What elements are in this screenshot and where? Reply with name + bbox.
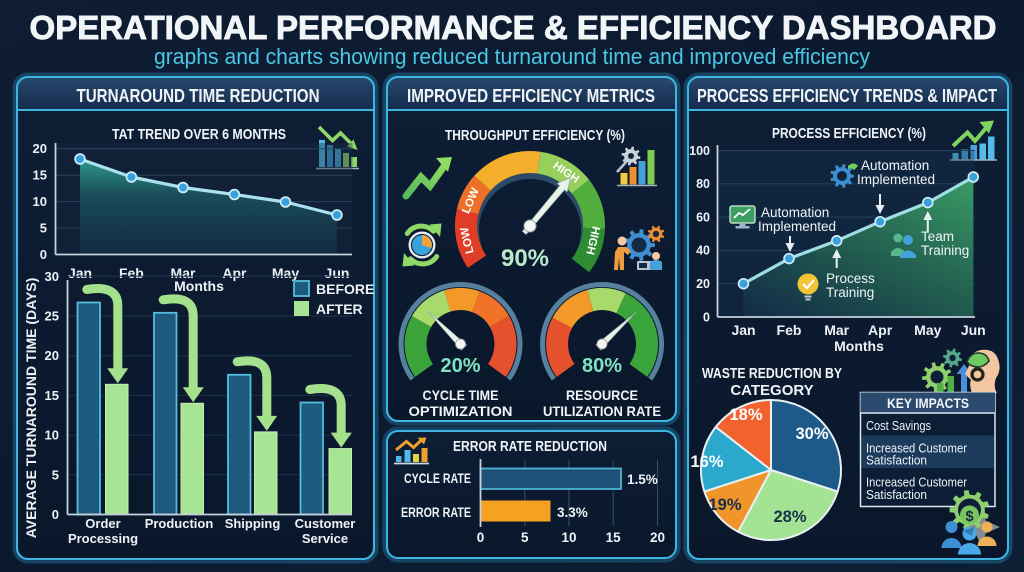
svg-text:May: May: [272, 265, 299, 281]
svg-text:$: $: [965, 509, 973, 525]
svg-text:Training: Training: [921, 243, 969, 258]
svg-text:Months: Months: [174, 278, 224, 294]
svg-text:15: 15: [33, 168, 47, 183]
svg-text:Satisfaction: Satisfaction: [866, 487, 927, 502]
svg-text:90%: 90%: [501, 245, 549, 272]
svg-text:25: 25: [45, 309, 59, 324]
svg-text:Feb: Feb: [777, 322, 802, 338]
svg-text:20: 20: [650, 530, 665, 545]
svg-text:5: 5: [52, 467, 59, 482]
svg-text:Implemented: Implemented: [758, 219, 836, 234]
svg-text:Processing: Processing: [68, 531, 138, 546]
svg-text:Cost Savings: Cost Savings: [866, 418, 931, 433]
svg-text:80%: 80%: [582, 355, 622, 377]
svg-text:Increased Customer: Increased Customer: [866, 441, 968, 456]
svg-text:20: 20: [33, 141, 47, 156]
svg-text:1.5%: 1.5%: [627, 472, 658, 487]
svg-text:Implemented: Implemented: [857, 172, 935, 187]
svg-text:LOW: LOW: [459, 226, 477, 255]
svg-text:Service: Service: [302, 531, 348, 546]
svg-text:0: 0: [477, 530, 485, 545]
svg-text:100: 100: [689, 144, 710, 158]
svg-text:OPTIMIZATION: OPTIMIZATION: [409, 403, 513, 419]
svg-text:Jun: Jun: [961, 322, 986, 338]
svg-text:graphs and charts showing redu: graphs and charts showing reduced turnar…: [154, 44, 870, 69]
svg-text:ERROR RATE: ERROR RATE: [401, 505, 471, 520]
svg-text:10: 10: [561, 530, 576, 545]
svg-text:80: 80: [696, 177, 710, 191]
svg-text:PROCESS EFFICIENCY TRENDS & IM: PROCESS EFFICIENCY TRENDS & IMPACT: [697, 86, 997, 106]
svg-text:PROCESS EFFICIENCY (%): PROCESS EFFICIENCY (%): [772, 125, 926, 142]
svg-text:THROUGHPUT EFFICIENCY (%): THROUGHPUT EFFICIENCY (%): [445, 127, 625, 144]
svg-text:ERROR RATE REDUCTION: ERROR RATE REDUCTION: [453, 439, 607, 455]
svg-text:28%: 28%: [773, 508, 806, 526]
svg-text:Jan: Jan: [68, 265, 92, 281]
svg-text:BEFORE: BEFORE: [316, 281, 374, 297]
svg-text:Automation: Automation: [861, 158, 929, 173]
svg-text:AVERAGE TURNAROUND TIME (DAYS): AVERAGE TURNAROUND TIME (DAYS): [23, 278, 39, 539]
svg-text:AFTER: AFTER: [316, 301, 363, 317]
svg-text:RESOURCE: RESOURCE: [566, 387, 638, 403]
svg-text:10: 10: [45, 428, 59, 443]
svg-text:Feb: Feb: [119, 265, 144, 281]
svg-text:CATEGORY: CATEGORY: [730, 382, 813, 399]
svg-text:Training: Training: [826, 285, 874, 300]
svg-text:Satisfaction: Satisfaction: [866, 453, 927, 468]
svg-text:Production: Production: [145, 516, 214, 531]
svg-text:16%: 16%: [690, 453, 723, 471]
svg-text:Process: Process: [826, 271, 875, 286]
svg-text:Mar: Mar: [171, 265, 196, 281]
svg-text:40: 40: [696, 244, 710, 258]
svg-text:10: 10: [33, 194, 47, 209]
svg-text:Mar: Mar: [824, 322, 849, 338]
svg-text:0: 0: [703, 310, 710, 324]
svg-text:20%: 20%: [440, 355, 480, 377]
svg-text:May: May: [914, 322, 941, 338]
svg-text:UTILIZATION RATE: UTILIZATION RATE: [543, 403, 661, 419]
svg-text:Apr: Apr: [868, 322, 893, 338]
svg-text:18%: 18%: [729, 406, 762, 424]
svg-text:Months: Months: [834, 338, 884, 354]
svg-text:Jan: Jan: [731, 322, 755, 338]
svg-text:20: 20: [45, 348, 59, 363]
svg-text:20: 20: [696, 277, 710, 291]
svg-text:Increased Customer: Increased Customer: [866, 475, 968, 490]
svg-text:Automation: Automation: [761, 205, 829, 220]
svg-text:OPERATIONAL PERFORMANCE & EFFI: OPERATIONAL PERFORMANCE & EFFICIENCY DAS…: [30, 10, 997, 47]
svg-text:60: 60: [696, 210, 710, 224]
svg-text:15: 15: [606, 530, 622, 545]
svg-text:TAT TREND OVER 6 MONTHS: TAT TREND OVER 6 MONTHS: [112, 126, 286, 143]
svg-text:Jun: Jun: [325, 265, 350, 281]
svg-text:TURNAROUND TIME REDUCTION: TURNAROUND TIME REDUCTION: [77, 86, 320, 106]
svg-text:19%: 19%: [708, 496, 741, 514]
svg-text:0: 0: [40, 247, 47, 262]
svg-text:IMPROVED EFFICIENCY METRICS: IMPROVED EFFICIENCY METRICS: [407, 86, 655, 106]
svg-text:CYCLE RATE: CYCLE RATE: [404, 471, 471, 486]
svg-text:Customer: Customer: [295, 516, 356, 531]
svg-text:Shipping: Shipping: [225, 516, 281, 531]
svg-text:Order: Order: [85, 516, 120, 531]
svg-text:30: 30: [45, 269, 59, 284]
svg-text:0: 0: [52, 507, 59, 522]
svg-text:WASTE REDUCTION BY: WASTE REDUCTION BY: [702, 365, 842, 382]
svg-text:30%: 30%: [795, 425, 828, 443]
svg-text:Team: Team: [921, 229, 954, 244]
svg-text:CYCLE TIME: CYCLE TIME: [423, 387, 499, 403]
svg-text:5: 5: [40, 221, 47, 236]
svg-text:KEY IMPACTS: KEY IMPACTS: [887, 395, 969, 411]
svg-text:5: 5: [521, 530, 529, 545]
svg-text:Apr: Apr: [222, 265, 247, 281]
svg-text:15: 15: [45, 388, 59, 403]
svg-text:3.3%: 3.3%: [557, 505, 588, 520]
